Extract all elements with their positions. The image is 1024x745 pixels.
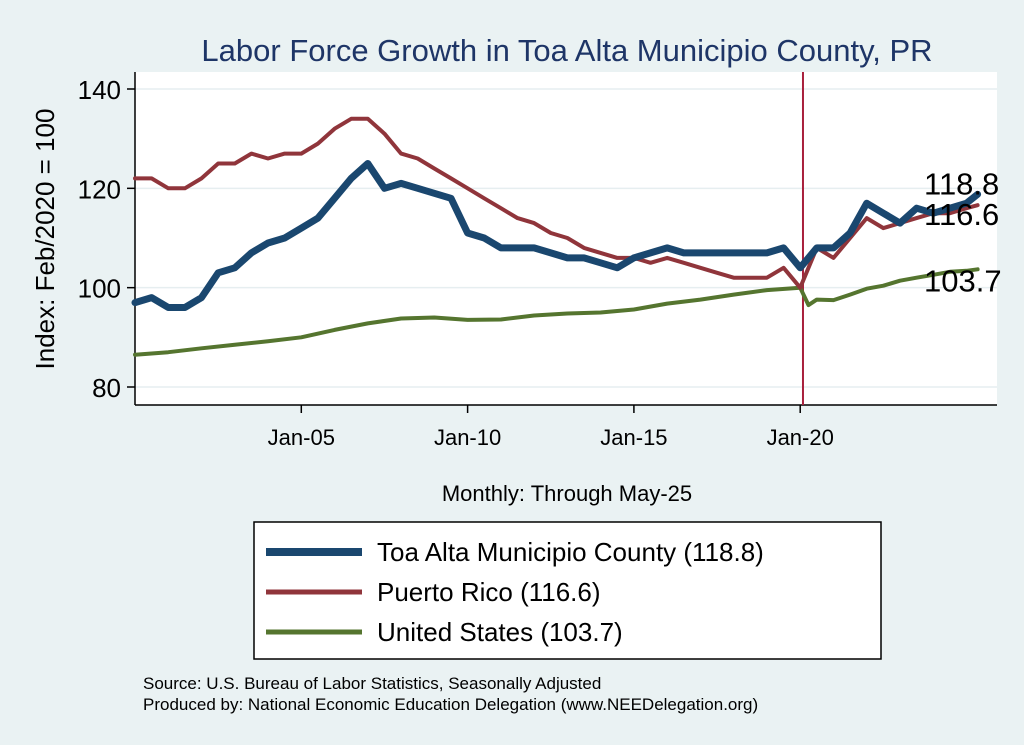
axes bbox=[134, 72, 997, 406]
chart-title: Labor Force Growth in Toa Alta Municipio… bbox=[201, 33, 932, 68]
source-notes: Source: U.S. Bureau of Labor Statistics,… bbox=[143, 674, 758, 714]
legend-label-2: United States (103.7) bbox=[377, 617, 623, 647]
legend-label-0: Toa Alta Municipio County (118.8) bbox=[377, 537, 764, 567]
legend-label-1: Puerto Rico (116.6) bbox=[377, 577, 601, 607]
y-axis-title: Index: Feb/2020 = 100 bbox=[30, 109, 60, 370]
x-tick-label-Jan-05: Jan-05 bbox=[268, 425, 335, 450]
y-tick-label-80: 80 bbox=[92, 373, 121, 403]
y-tick-label-100: 100 bbox=[78, 274, 121, 304]
x-tick-label-Jan-15: Jan-15 bbox=[600, 425, 667, 450]
end-label-2: 103.7 bbox=[924, 263, 1002, 298]
x-tick-label-Jan-10: Jan-10 bbox=[434, 425, 501, 450]
y-axis-ticks: 80 100 120 140 bbox=[78, 75, 135, 403]
x-axis-ticks: Jan-05 Jan-10 Jan-15 Jan-20 bbox=[268, 405, 834, 450]
series-line-2 bbox=[133, 267, 980, 357]
series-line-1 bbox=[133, 116, 980, 290]
series-lines bbox=[131, 116, 982, 357]
source-note-1: Produced by: National Economic Education… bbox=[143, 695, 758, 714]
gridlines bbox=[135, 88, 997, 388]
series-line-0 bbox=[131, 160, 982, 311]
end-label-1: 116.6 bbox=[924, 197, 999, 232]
legend: Toa Alta Municipio County (118.8) Puerto … bbox=[253, 521, 882, 660]
x-axis-title: Monthly: Through May-25 bbox=[442, 481, 692, 506]
y-tick-label-140: 140 bbox=[78, 75, 121, 105]
y-tick-label-120: 120 bbox=[78, 174, 121, 204]
x-tick-label-Jan-20: Jan-20 bbox=[767, 425, 834, 450]
end-label-0: 118.8 bbox=[924, 166, 999, 201]
source-note-0: Source: U.S. Bureau of Labor Statistics,… bbox=[143, 674, 601, 693]
